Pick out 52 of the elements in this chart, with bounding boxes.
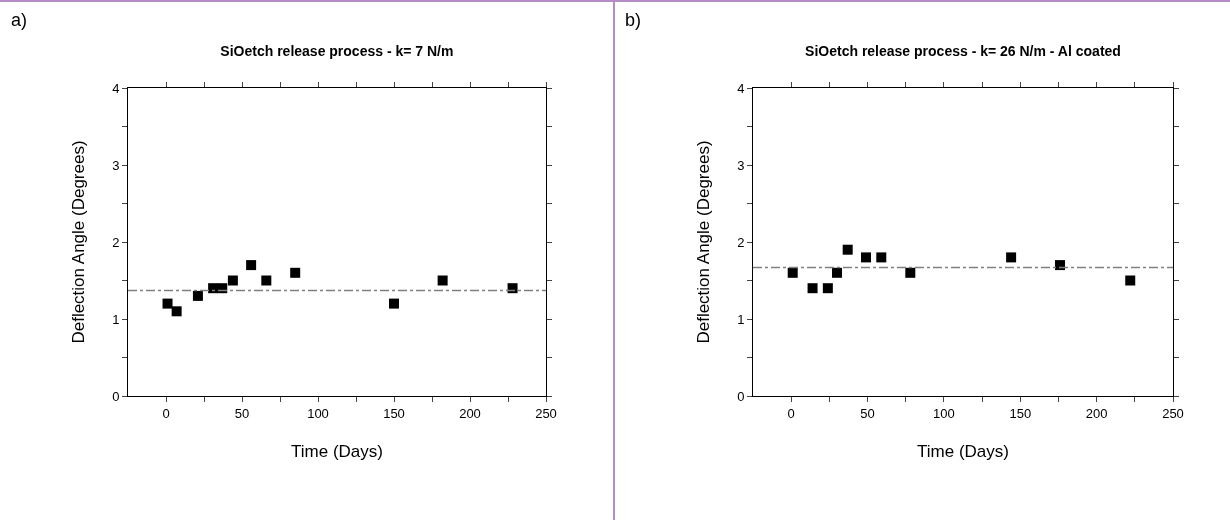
point [389, 298, 399, 309]
point [905, 267, 916, 278]
x-tick-label: 100 [933, 405, 955, 421]
y-tick-label: 2 [112, 234, 120, 250]
point [217, 283, 228, 294]
point [162, 298, 173, 309]
y-tick-label: 2 [737, 234, 745, 250]
point [807, 283, 818, 294]
y-tick-label: 3 [112, 157, 120, 173]
y-axis-title: Deflection Angle (Degrees) [694, 140, 713, 344]
point [1006, 252, 1017, 263]
point [861, 252, 872, 263]
y-tick-label: 1 [737, 311, 745, 327]
x-tick-label: 200 [1085, 405, 1108, 421]
x-axis-title: Time (Days) [291, 442, 383, 461]
x-tick-label: 50 [234, 405, 250, 421]
y-axis-title: Deflection Angle (Degrees) [69, 140, 88, 344]
point [832, 267, 842, 278]
point [261, 275, 272, 286]
point [171, 306, 182, 317]
point [437, 275, 448, 286]
x-tick-label: 250 [1162, 405, 1184, 421]
point [822, 283, 833, 294]
x-tick-label: 150 [1009, 405, 1032, 421]
point [1125, 275, 1136, 286]
y-tick-label: 0 [737, 388, 745, 404]
point [507, 283, 518, 294]
x-axis-title: Time (Days) [917, 442, 1009, 461]
y-tick-label: 3 [737, 157, 745, 173]
point [842, 244, 853, 255]
x-tick-label: 100 [307, 405, 329, 421]
chart-title: SiOetch release process - k= 7 N/m [220, 42, 454, 59]
text: a) [11, 10, 28, 30]
point [290, 267, 301, 278]
point [246, 260, 257, 271]
point [192, 290, 203, 301]
x-tick-label: 0 [162, 405, 170, 421]
y-tick-label: 0 [112, 388, 120, 404]
y-tick-label: 1 [112, 311, 120, 327]
y-tick-label: 4 [112, 80, 120, 96]
point [227, 275, 238, 286]
point [1054, 260, 1065, 271]
x-tick-label: 150 [383, 405, 405, 421]
y-tick-label: 4 [737, 80, 745, 96]
x-tick-label: 50 [860, 405, 875, 421]
point [787, 267, 798, 278]
x-tick-label: 0 [787, 405, 795, 421]
chart-title: SiOetch release process - k= 26 N/m - Al coated [805, 42, 1121, 59]
x-tick-label: 250 [535, 405, 557, 421]
point [876, 252, 887, 263]
x-tick-label: 200 [459, 405, 481, 421]
text: b) [625, 10, 642, 30]
